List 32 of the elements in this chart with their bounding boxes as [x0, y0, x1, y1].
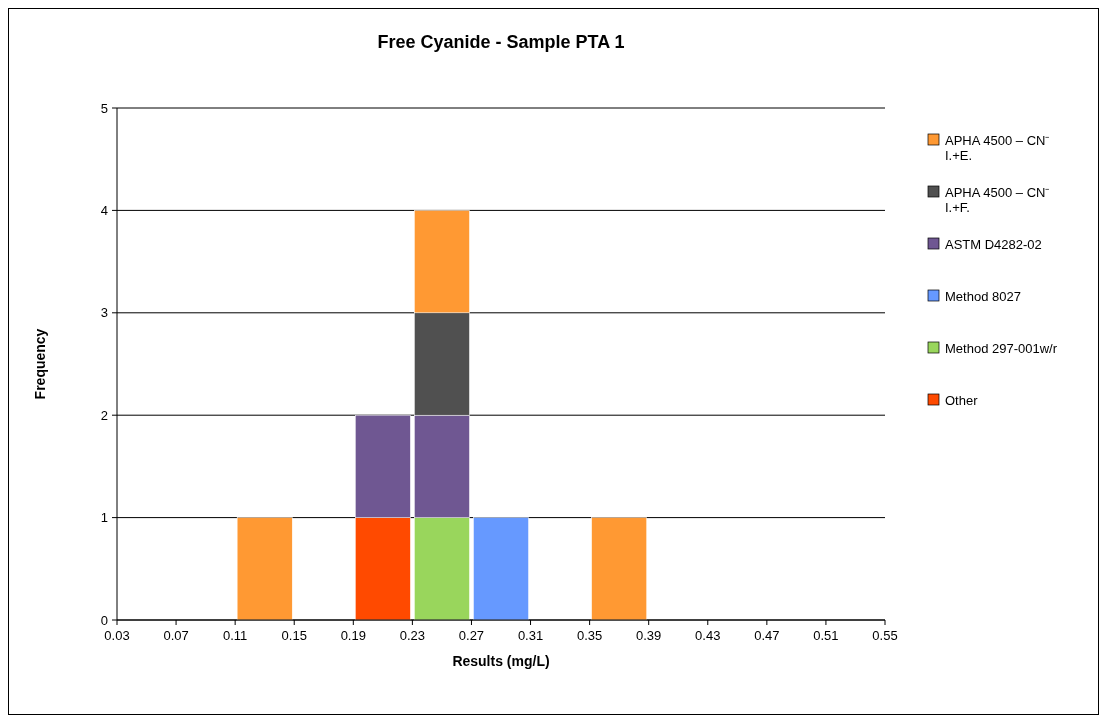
- legend-label: Other: [945, 392, 979, 408]
- x-tick-label: 0.35: [576, 628, 603, 643]
- x-tick-label: 0.03: [104, 628, 130, 643]
- chart-title: Free Cyanide - Sample PTA 1: [377, 32, 625, 52]
- x-tick-label: 0.19: [340, 628, 366, 643]
- x-tick-label: 0.43: [695, 628, 721, 643]
- x-tick-label: 0.15: [281, 628, 307, 643]
- bar: [591, 517, 647, 621]
- legend-label: Method 8027: [945, 288, 1021, 304]
- x-tick-label: 0.31: [517, 628, 544, 643]
- legend-label: Method 297-001w/r: [945, 340, 1058, 356]
- y-tick-label: 5: [100, 100, 108, 116]
- legend-label: ASTM D4282-02: [945, 236, 1042, 252]
- x-tick-label: 0.39: [636, 628, 662, 643]
- x-tick-label: 0.23: [399, 628, 426, 643]
- x-tick-label: 0.51: [813, 628, 839, 643]
- y-tick-label: 3: [100, 305, 108, 321]
- y-tick-label: 1: [100, 510, 108, 526]
- legend-label: APHA 4500 – CN⁻ I.+E.: [945, 132, 1050, 164]
- x-axis-title: Results (mg/L): [452, 653, 550, 669]
- x-tick-label: 0.11: [222, 628, 248, 643]
- x-tick-label: 0.07: [163, 628, 189, 643]
- bar: [473, 517, 529, 621]
- x-tick-label: 0.55: [872, 628, 898, 643]
- x-tick-label: 0.27: [458, 628, 485, 643]
- bar: [236, 517, 293, 621]
- y-tick-label: 4: [100, 202, 108, 218]
- y-axis-title: Frequency: [32, 328, 48, 400]
- y-tick-label: 0: [100, 612, 108, 628]
- legend-label: APHA 4500 – CN⁻ I.+F.: [945, 184, 1050, 216]
- y-tick-label: 2: [100, 407, 108, 423]
- x-tick-label: 0.47: [754, 628, 780, 643]
